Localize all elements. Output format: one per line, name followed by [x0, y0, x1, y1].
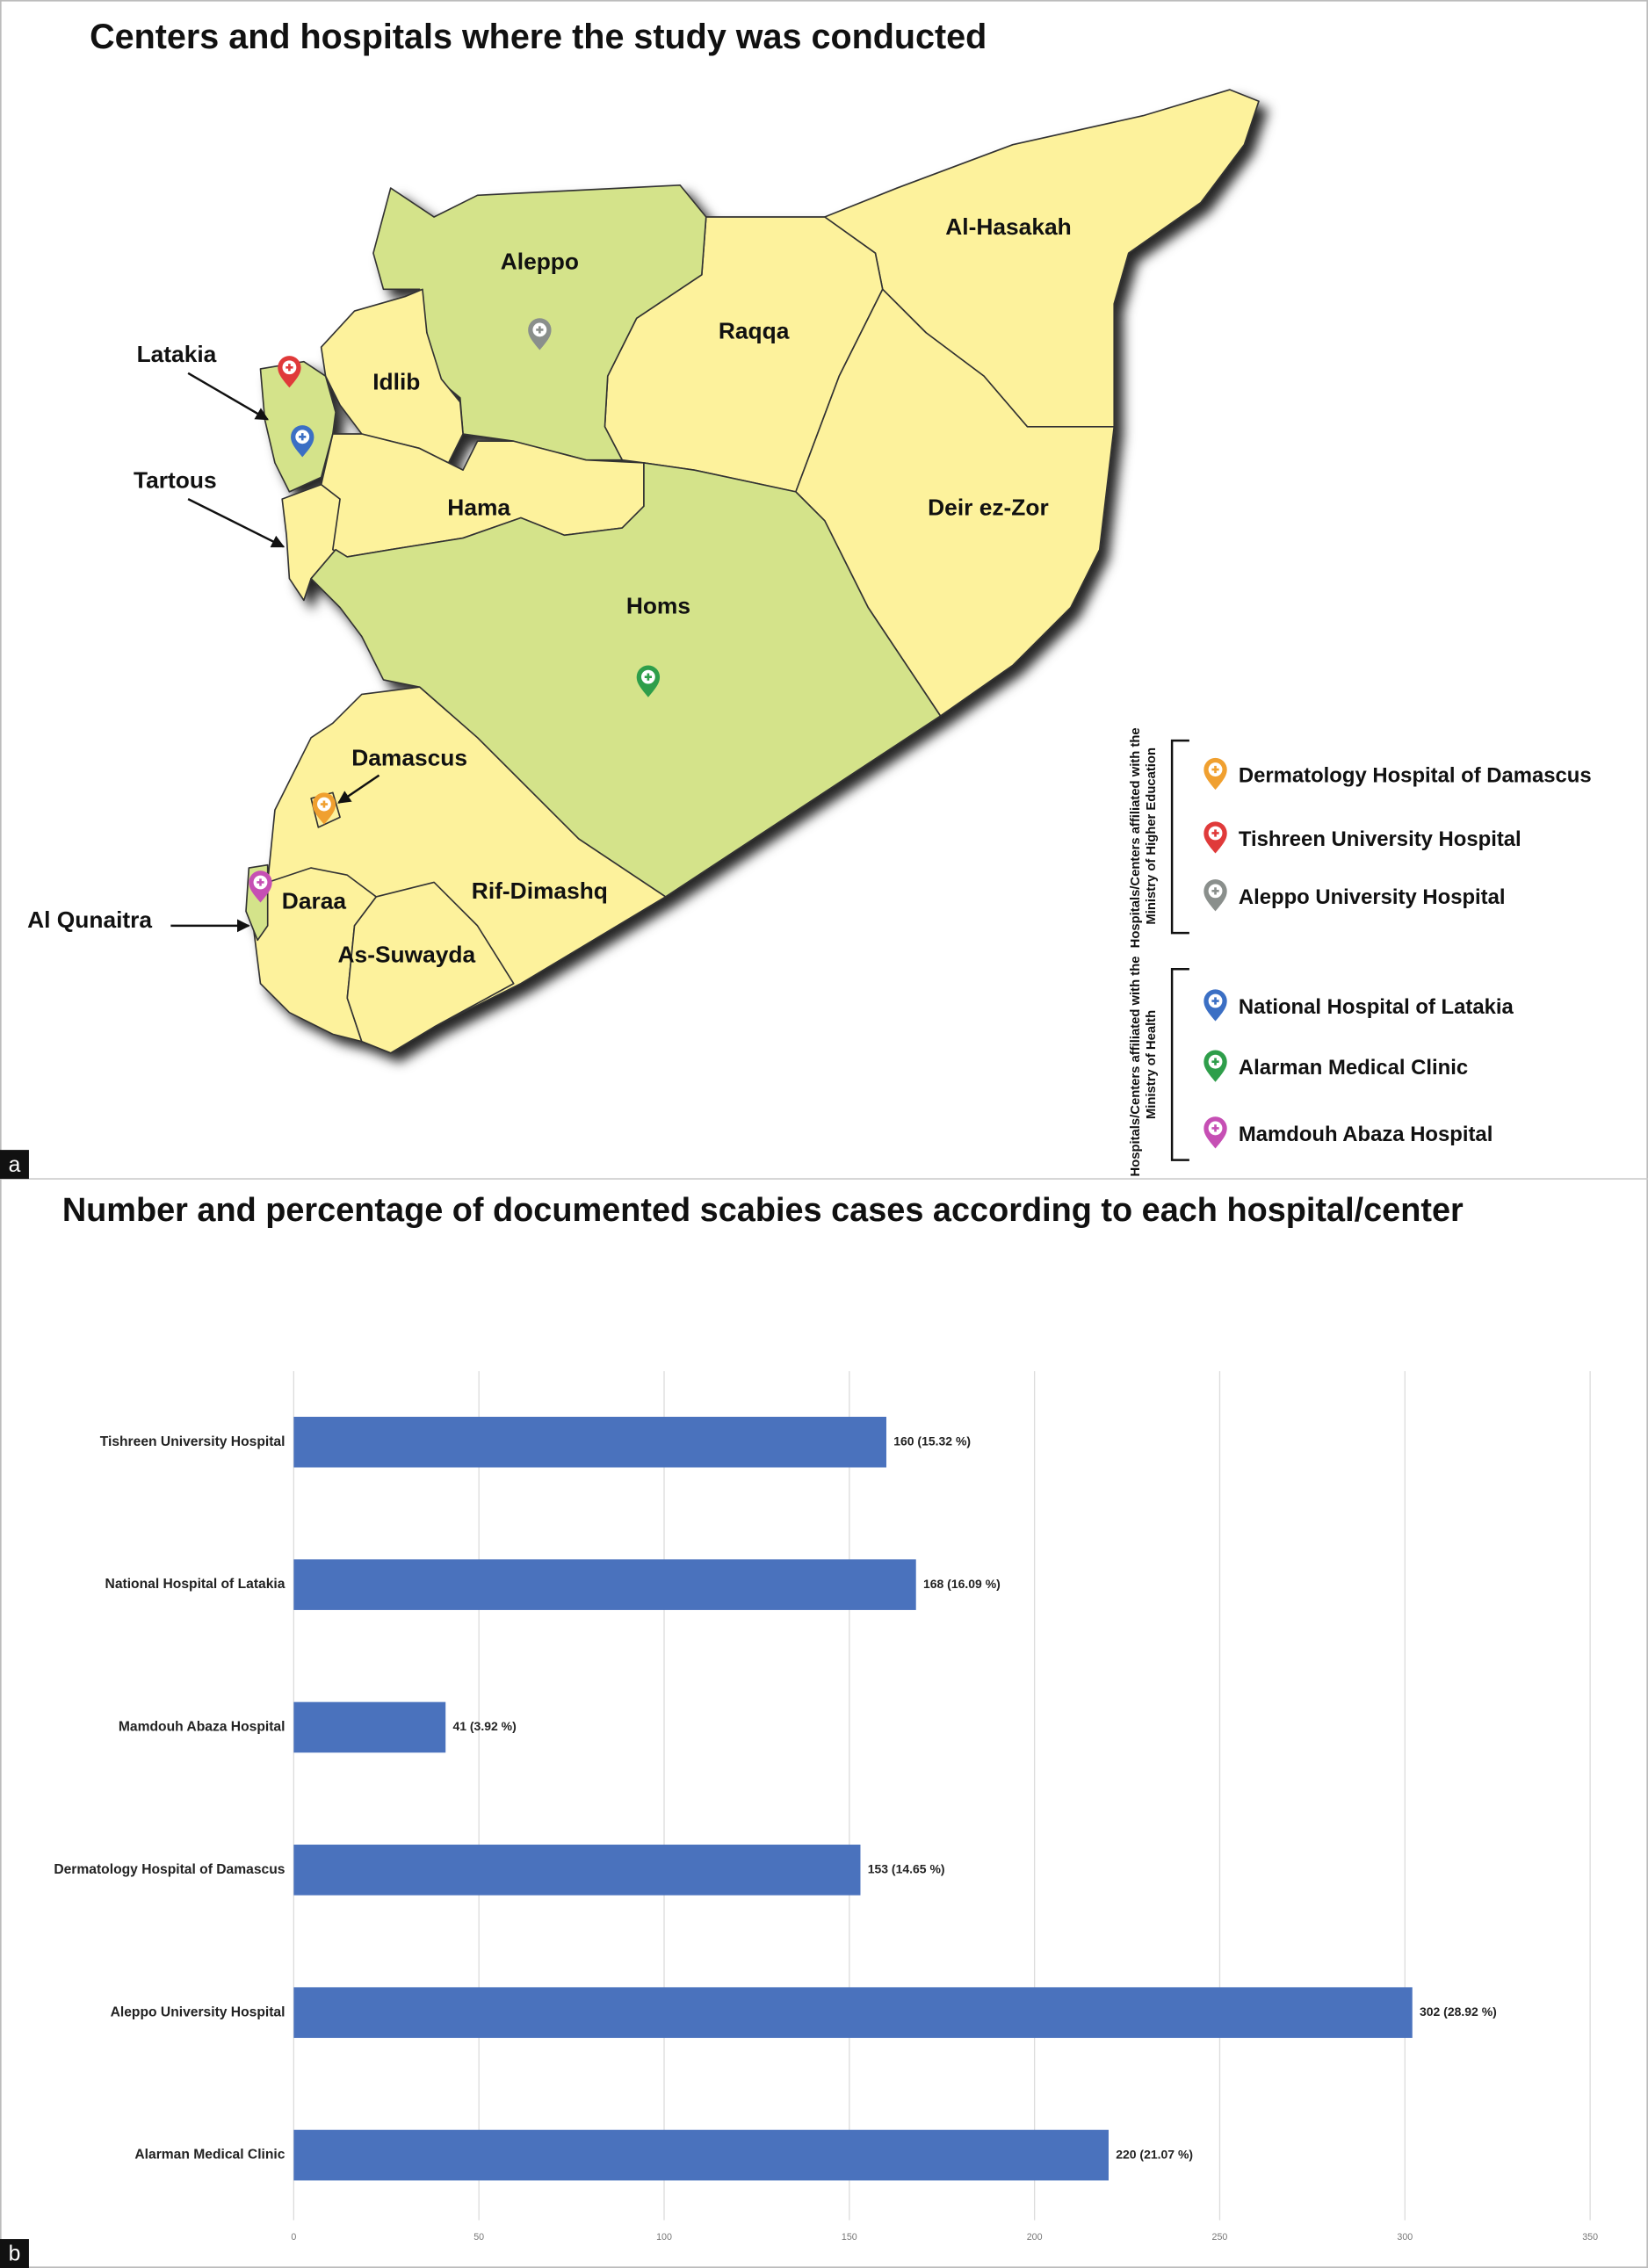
x-tick-label: 150: [842, 2232, 857, 2243]
legend-pin: [1203, 757, 1227, 791]
bar: [293, 1845, 861, 1896]
legend-pin: [1203, 1050, 1227, 1082]
chart-title: Number and percentage of documented scab…: [62, 1192, 1464, 1229]
y-tick-label: National Hospital of Latakia: [105, 1577, 286, 1592]
value-label: 41 (3.92 %): [452, 1719, 516, 1733]
panel-label: a: [9, 1153, 21, 1177]
callout-label: Latakia: [137, 341, 217, 367]
country-shape: [245, 89, 1260, 1054]
region-suwayda: [346, 881, 515, 1054]
x-tick-label: 250: [1212, 2232, 1228, 2243]
legend-bracket: [1170, 968, 1189, 1161]
map-pin: [636, 665, 661, 697]
bar: [293, 1559, 916, 1610]
value-label: 153 (14.65 %): [868, 1862, 945, 1876]
map-pin: [249, 870, 272, 903]
bar: [293, 1987, 1413, 2039]
region-label: Damascus: [351, 744, 467, 770]
x-tick-label: 50: [473, 2232, 484, 2243]
legend-label: Dermatology Hospital of Damascus: [1239, 764, 1592, 788]
legend-pin: [1203, 821, 1227, 854]
pin-cross: [320, 800, 329, 808]
legend-pin: [1203, 1116, 1227, 1149]
region-label: Idlib: [372, 368, 420, 394]
region-label: Aleppo: [501, 249, 579, 275]
pin-cross: [299, 433, 307, 441]
region-label: Hama: [447, 495, 510, 521]
value-label: 220 (21.07 %): [1116, 2147, 1193, 2161]
x-tick-label: 100: [656, 2232, 672, 2243]
legend-bracket: [1170, 739, 1189, 935]
value-label: 168 (16.09 %): [923, 1577, 1001, 1591]
x-tick-label: 350: [1582, 2232, 1598, 2243]
callout-label: Al Qunaitra: [27, 906, 152, 933]
legend-group-title: Hospitals/Centers affiliated with the Mi…: [1129, 724, 1159, 948]
map-pin: [312, 792, 336, 825]
callout-label: Tartous: [134, 466, 217, 493]
legend-label: Alarman Medical Clinic: [1239, 1056, 1468, 1080]
pin-cross: [257, 878, 264, 886]
region-label: Daraa: [282, 887, 347, 914]
callout-arrow: [337, 774, 380, 804]
map-pin: [291, 425, 314, 458]
x-tick-label: 200: [1027, 2232, 1043, 2243]
pin-cross: [1211, 765, 1219, 774]
legend-label: National Hospital of Latakia: [1239, 995, 1514, 1019]
y-tick-label: Dermatology Hospital of Damascus: [54, 1862, 285, 1877]
legend-label: Tishreen University Hospital: [1239, 827, 1522, 851]
panel-label-box: [0, 2239, 29, 2268]
region-label: As-Suwayda: [338, 941, 476, 967]
y-tick-label: Aleppo University Hospital: [111, 2004, 286, 2019]
bar: [293, 1416, 886, 1468]
region-idlib: [320, 288, 464, 464]
legend-pin: [1203, 879, 1227, 912]
value-label: 302 (28.92 %): [1420, 2004, 1497, 2019]
bar: [293, 1701, 446, 1753]
pin-cross: [286, 364, 293, 372]
y-tick-label: Mamdouh Abaza Hospital: [119, 1720, 286, 1735]
panel-label-box: [0, 1150, 29, 1180]
pin-cross: [1211, 887, 1219, 895]
legend-label: Aleppo University Hospital: [1239, 885, 1506, 909]
value-label: 160 (15.32 %): [893, 1434, 971, 1448]
region-label: Rif-Dimashq: [472, 878, 608, 904]
region-homs: [310, 462, 942, 898]
y-tick-label: Tishreen University Hospital: [100, 1434, 286, 1449]
region-label: Deir ez-Zor: [928, 495, 1049, 521]
region-label: Al-Hasakah: [945, 213, 1071, 240]
y-tick-label: Alarman Medical Clinic: [134, 2148, 285, 2163]
map-title: Centers and hospitals where the study wa…: [90, 18, 987, 56]
map-pin: [528, 318, 552, 350]
x-tick-label: 300: [1397, 2232, 1413, 2243]
legend: Hospitals/Centers affiliated with the Mi…: [1129, 724, 1592, 1176]
bar: [293, 2129, 1109, 2181]
panel-label: b: [9, 2243, 21, 2266]
region-label: Homs: [626, 593, 690, 619]
pin-cross: [1211, 1058, 1219, 1065]
callout-arrow: [187, 498, 286, 548]
legend-label: Mamdouh Abaza Hospital: [1239, 1123, 1493, 1146]
pin-cross: [1211, 997, 1219, 1005]
region-label: Raqqa: [719, 318, 790, 344]
pin-cross: [536, 326, 544, 334]
pin-cross: [644, 673, 652, 681]
map-pin: [278, 356, 301, 388]
legend-group-title: Hospitals/Centers affiliated with the Mi…: [1129, 952, 1159, 1176]
callout-arrow: [187, 372, 269, 421]
chart: 0 50 100 150 200 250 300 350 Tishreen University…: [54, 1371, 1598, 2243]
pin-cross: [1211, 1124, 1219, 1132]
legend-pin: [1203, 989, 1227, 1022]
pin-cross: [1211, 829, 1219, 837]
x-tick-label: 0: [291, 2232, 296, 2243]
map: Aleppo Raqqa Al-Hasakah Idlib Hama Deir ez-Zo…: [27, 89, 1260, 1054]
